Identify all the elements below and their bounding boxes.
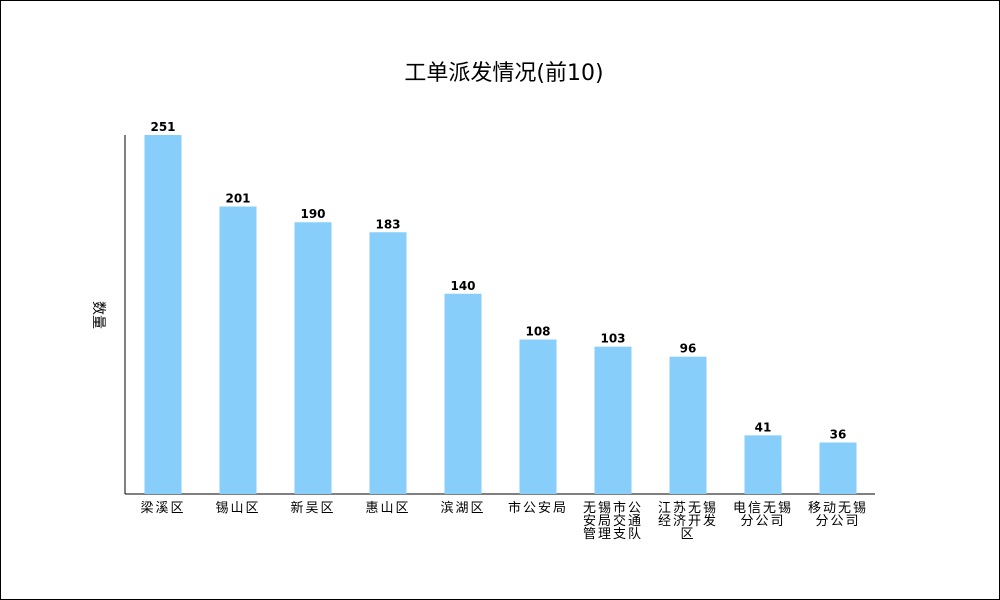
bar-7: [669, 356, 707, 494]
category-label-0: 梁溪区: [140, 501, 185, 516]
value-label-9: 36: [830, 428, 847, 442]
value-label-8: 41: [755, 420, 772, 434]
category-label-8: 电信无锡分公司: [733, 501, 793, 529]
value-label-4: 140: [450, 279, 475, 293]
value-label-1: 201: [225, 192, 250, 206]
bar-0: [144, 135, 182, 494]
value-label-5: 108: [525, 325, 550, 339]
bar-8: [744, 435, 782, 494]
value-label-6: 103: [600, 332, 625, 346]
value-label-3: 183: [375, 217, 400, 231]
category-label-5: 市公安局: [508, 500, 568, 516]
chart-title: 工单派发情况(前10): [404, 61, 603, 86]
category-label-2: 新吴区: [290, 500, 335, 516]
bar-4: [444, 293, 482, 494]
bar-1: [219, 206, 257, 494]
category-label-9: 移动无锡分公司: [808, 501, 868, 529]
category-label-3: 惠山区: [365, 501, 410, 516]
category-labels-group: 梁溪区 锡山区 新吴区 惠山区 滨湖区 市公安局 无锡市公安局交通管理支队江苏无锡经济开发区…: [140, 500, 868, 542]
bar-3: [369, 232, 407, 494]
bar-6: [594, 346, 632, 494]
category-label-7: 江苏无锡经济开发区: [658, 500, 718, 542]
bars-group: [144, 135, 857, 494]
value-label-0: 251: [150, 120, 175, 134]
bar-2: [294, 222, 332, 494]
category-label-4: 滨湖区: [440, 500, 485, 516]
y-axis-label: 数量: [90, 301, 106, 329]
value-labels-group: 251 201 190 183 140 108 103 96 41 36: [150, 120, 846, 442]
category-label-1: 锡山区: [215, 501, 260, 516]
bar-9: [819, 442, 857, 494]
value-label-2: 190: [300, 207, 325, 221]
category-label-6: 无锡市公安局交通管理支队: [583, 500, 643, 542]
bar-5: [519, 339, 557, 494]
value-label-7: 96: [680, 342, 697, 356]
